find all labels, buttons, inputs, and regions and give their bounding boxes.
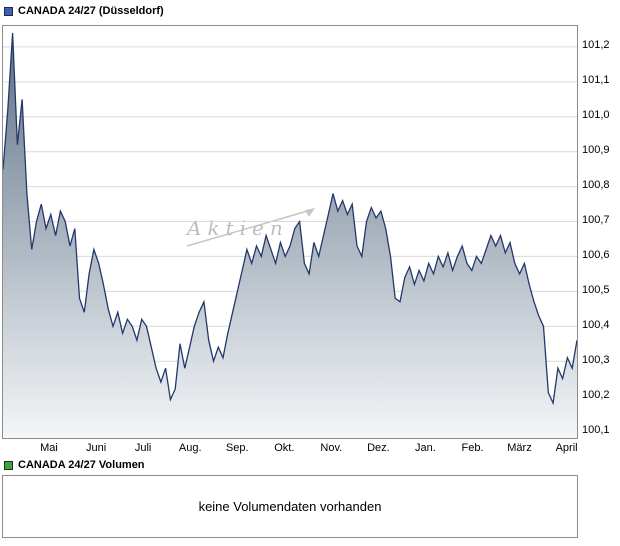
y-tick-label: 100,2	[582, 388, 610, 401]
price-legend: CANADA 24/27 (Düsseldorf)	[4, 5, 164, 17]
y-tick-label: 100,5	[582, 283, 610, 296]
y-axis-labels: 101,2 101,1 101,0 100,9 100,8 100,7 100,6 100,5…	[580, 25, 620, 437]
x-tick-label: Dez.	[367, 442, 390, 454]
y-tick-label: 101,2	[582, 39, 610, 52]
x-tick-label: Nov.	[320, 442, 343, 454]
y-tick-label: 100,6	[582, 248, 610, 261]
x-tick-label: Feb.	[461, 442, 484, 454]
x-tick-label: Aug.	[178, 442, 202, 454]
price-area-fill	[3, 33, 577, 438]
price-area-chart	[3, 32, 577, 438]
x-axis-labels: Mai Juni Juli Aug. Sep. Okt. Nov. Dez. Jan. Feb. M…	[2, 440, 578, 456]
price-legend-swatch-icon	[4, 6, 13, 16]
volume-panel: keine Volumendaten vorhanden	[2, 475, 578, 538]
y-tick-label: 100,1	[582, 423, 610, 436]
x-tick-label: Juni	[86, 442, 107, 454]
x-tick-label: Juli	[134, 442, 152, 454]
price-line	[3, 32, 577, 406]
y-tick-label: 101,0	[582, 109, 610, 122]
volume-legend: CANADA 24/27 Volumen	[4, 459, 145, 471]
x-tick-label: April	[555, 442, 578, 454]
x-tick-label: Jan.	[414, 442, 436, 454]
y-tick-label: 100,7	[582, 214, 610, 227]
y-tick-label: 101,1	[582, 74, 610, 87]
price-legend-label: CANADA 24/27 (Düsseldorf)	[18, 5, 164, 17]
y-tick-label: 100,3	[582, 353, 610, 366]
y-tick-label: 100,8	[582, 179, 610, 192]
y-tick-label: 100,9	[582, 144, 610, 157]
x-tick-label: Mai	[40, 442, 58, 454]
volume-empty-message: keine Volumendaten vorhanden	[198, 499, 382, 514]
x-tick-label: Sep.	[225, 442, 249, 454]
y-tick-label: 100,4	[582, 318, 610, 331]
price-chart-plot-area: Aktien	[2, 25, 578, 439]
x-tick-label: Okt.	[274, 442, 295, 454]
volume-legend-label: CANADA 24/27 Volumen	[18, 459, 145, 471]
watermark-arrow-icon	[186, 208, 315, 247]
x-tick-label: März	[507, 442, 532, 454]
volume-legend-swatch-icon	[4, 460, 13, 470]
